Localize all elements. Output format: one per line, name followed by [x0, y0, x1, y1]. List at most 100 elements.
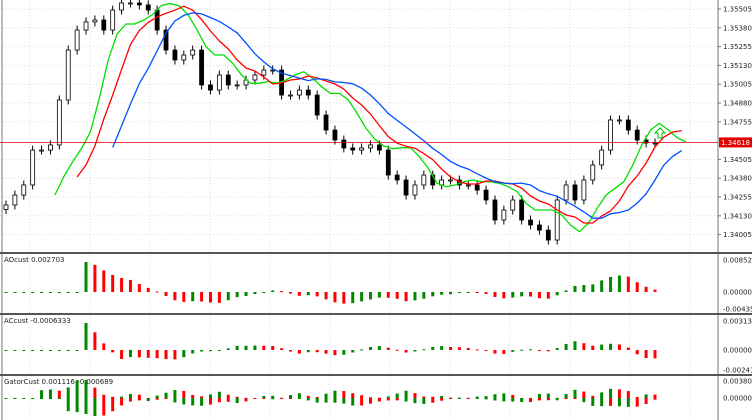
- candle: [48, 144, 53, 151]
- gator-up-bar: [537, 393, 541, 398]
- gator-down-bar: [191, 398, 195, 406]
- y-tick-label: 0.008521: [723, 257, 752, 265]
- gator-down-bar: [137, 398, 141, 401]
- gator-up-bar: [582, 391, 586, 398]
- histogram-bar: [102, 343, 106, 350]
- gator-down-bar: [475, 398, 479, 399]
- histogram-bar: [591, 345, 595, 350]
- histogram-bar: [13, 350, 17, 351]
- gator-up-bar: [493, 394, 497, 398]
- candle: [252, 74, 258, 81]
- histogram-bar: [457, 292, 461, 293]
- gator-pane: 0.003808 0.000000: [4, 378, 752, 416]
- candle: [65, 49, 71, 101]
- candle: [376, 144, 382, 151]
- gator-down-bar: [93, 398, 97, 416]
- gator-down-bar: [226, 398, 230, 402]
- gator-down-bar: [395, 398, 399, 401]
- histogram-bar: [253, 292, 257, 295]
- histogram-bar: [128, 279, 132, 292]
- candle: [225, 74, 231, 86]
- gator-down-bar: [40, 398, 44, 399]
- y-tick-label: 1.34005: [723, 231, 752, 239]
- gator-down-bar: [31, 398, 35, 399]
- gator-down-bar: [537, 398, 541, 401]
- gator-up-bar: [66, 387, 70, 398]
- gator-up-bar: [369, 397, 373, 399]
- candle: [545, 229, 551, 241]
- histogram-bar: [217, 350, 221, 351]
- y-tick-label: 1.34380: [723, 175, 752, 183]
- histogram-bar: [93, 264, 97, 292]
- histogram-bar: [573, 341, 577, 350]
- histogram-bar: [520, 349, 524, 351]
- y-tick-label: 1.34880: [723, 100, 752, 108]
- candle: [554, 199, 560, 241]
- histogram-bar: [271, 346, 275, 350]
- candle: [519, 199, 525, 221]
- gator-up-bar: [111, 396, 115, 398]
- y-tick-label: 0.0031382: [723, 318, 752, 326]
- candle: [528, 219, 533, 226]
- histogram-bar: [226, 292, 230, 301]
- gator-down-bar: [253, 398, 257, 399]
- histogram-bar: [644, 350, 648, 358]
- candle: [474, 184, 480, 191]
- gator-down-bar: [609, 398, 613, 406]
- gator-up-bar: [48, 389, 52, 398]
- gator-up-bar: [609, 388, 613, 398]
- gator-down-bar: [546, 398, 550, 401]
- y-tick-label: 0.000000: [723, 289, 752, 297]
- histogram-bar: [360, 349, 364, 351]
- histogram-bar: [297, 292, 301, 296]
- histogram-bar: [466, 347, 470, 350]
- histogram-bar: [75, 350, 79, 351]
- histogram-bar: [84, 262, 88, 292]
- y-tick-label: 1.34505: [723, 156, 752, 164]
- candle: [421, 174, 427, 186]
- gator-up-bar: [617, 389, 621, 398]
- gator-down-bar: [440, 398, 444, 401]
- gator-up-bar: [591, 395, 595, 398]
- histogram-bar: [404, 350, 408, 353]
- histogram-bar: [333, 350, 337, 356]
- gator-down-bar: [431, 398, 435, 403]
- histogram-bar: [191, 292, 195, 302]
- histogram-bar: [40, 292, 44, 293]
- y-tick-label: 0.000000: [723, 395, 752, 403]
- gator-down-bar: [297, 398, 301, 399]
- candle: [617, 119, 622, 122]
- ao-title: AOcust 0.002703: [4, 256, 64, 264]
- gator-up-bar: [164, 392, 168, 398]
- histogram-bar: [235, 345, 239, 350]
- candle: [30, 149, 36, 186]
- histogram-bar: [182, 292, 186, 302]
- gator-down-bar: [128, 398, 132, 402]
- gator-up-bar: [120, 396, 124, 398]
- histogram-bar: [422, 349, 426, 351]
- histogram-bar: [546, 292, 550, 299]
- histogram-bar: [324, 350, 328, 354]
- jaw-line: [112, 12, 683, 219]
- histogram-bar: [173, 350, 177, 360]
- gator-up-bar: [262, 395, 266, 398]
- histogram-bar: [155, 350, 159, 359]
- histogram-bar: [440, 346, 444, 350]
- gator-up-bar: [653, 394, 657, 398]
- gator-up-bar: [226, 394, 230, 398]
- histogram-bar: [217, 292, 221, 303]
- candle: [234, 84, 240, 87]
- histogram-bar: [626, 276, 630, 292]
- histogram-bar: [173, 292, 177, 301]
- y-tick-label: 1.35255: [723, 43, 752, 51]
- y-tick-label: 1.34130: [723, 212, 752, 220]
- histogram-bar: [271, 290, 275, 292]
- histogram-bar: [564, 290, 568, 292]
- histogram-bar: [609, 277, 613, 292]
- candle: [270, 69, 276, 72]
- y-tick-label: 1.35505: [723, 6, 752, 14]
- histogram-bar: [226, 348, 230, 350]
